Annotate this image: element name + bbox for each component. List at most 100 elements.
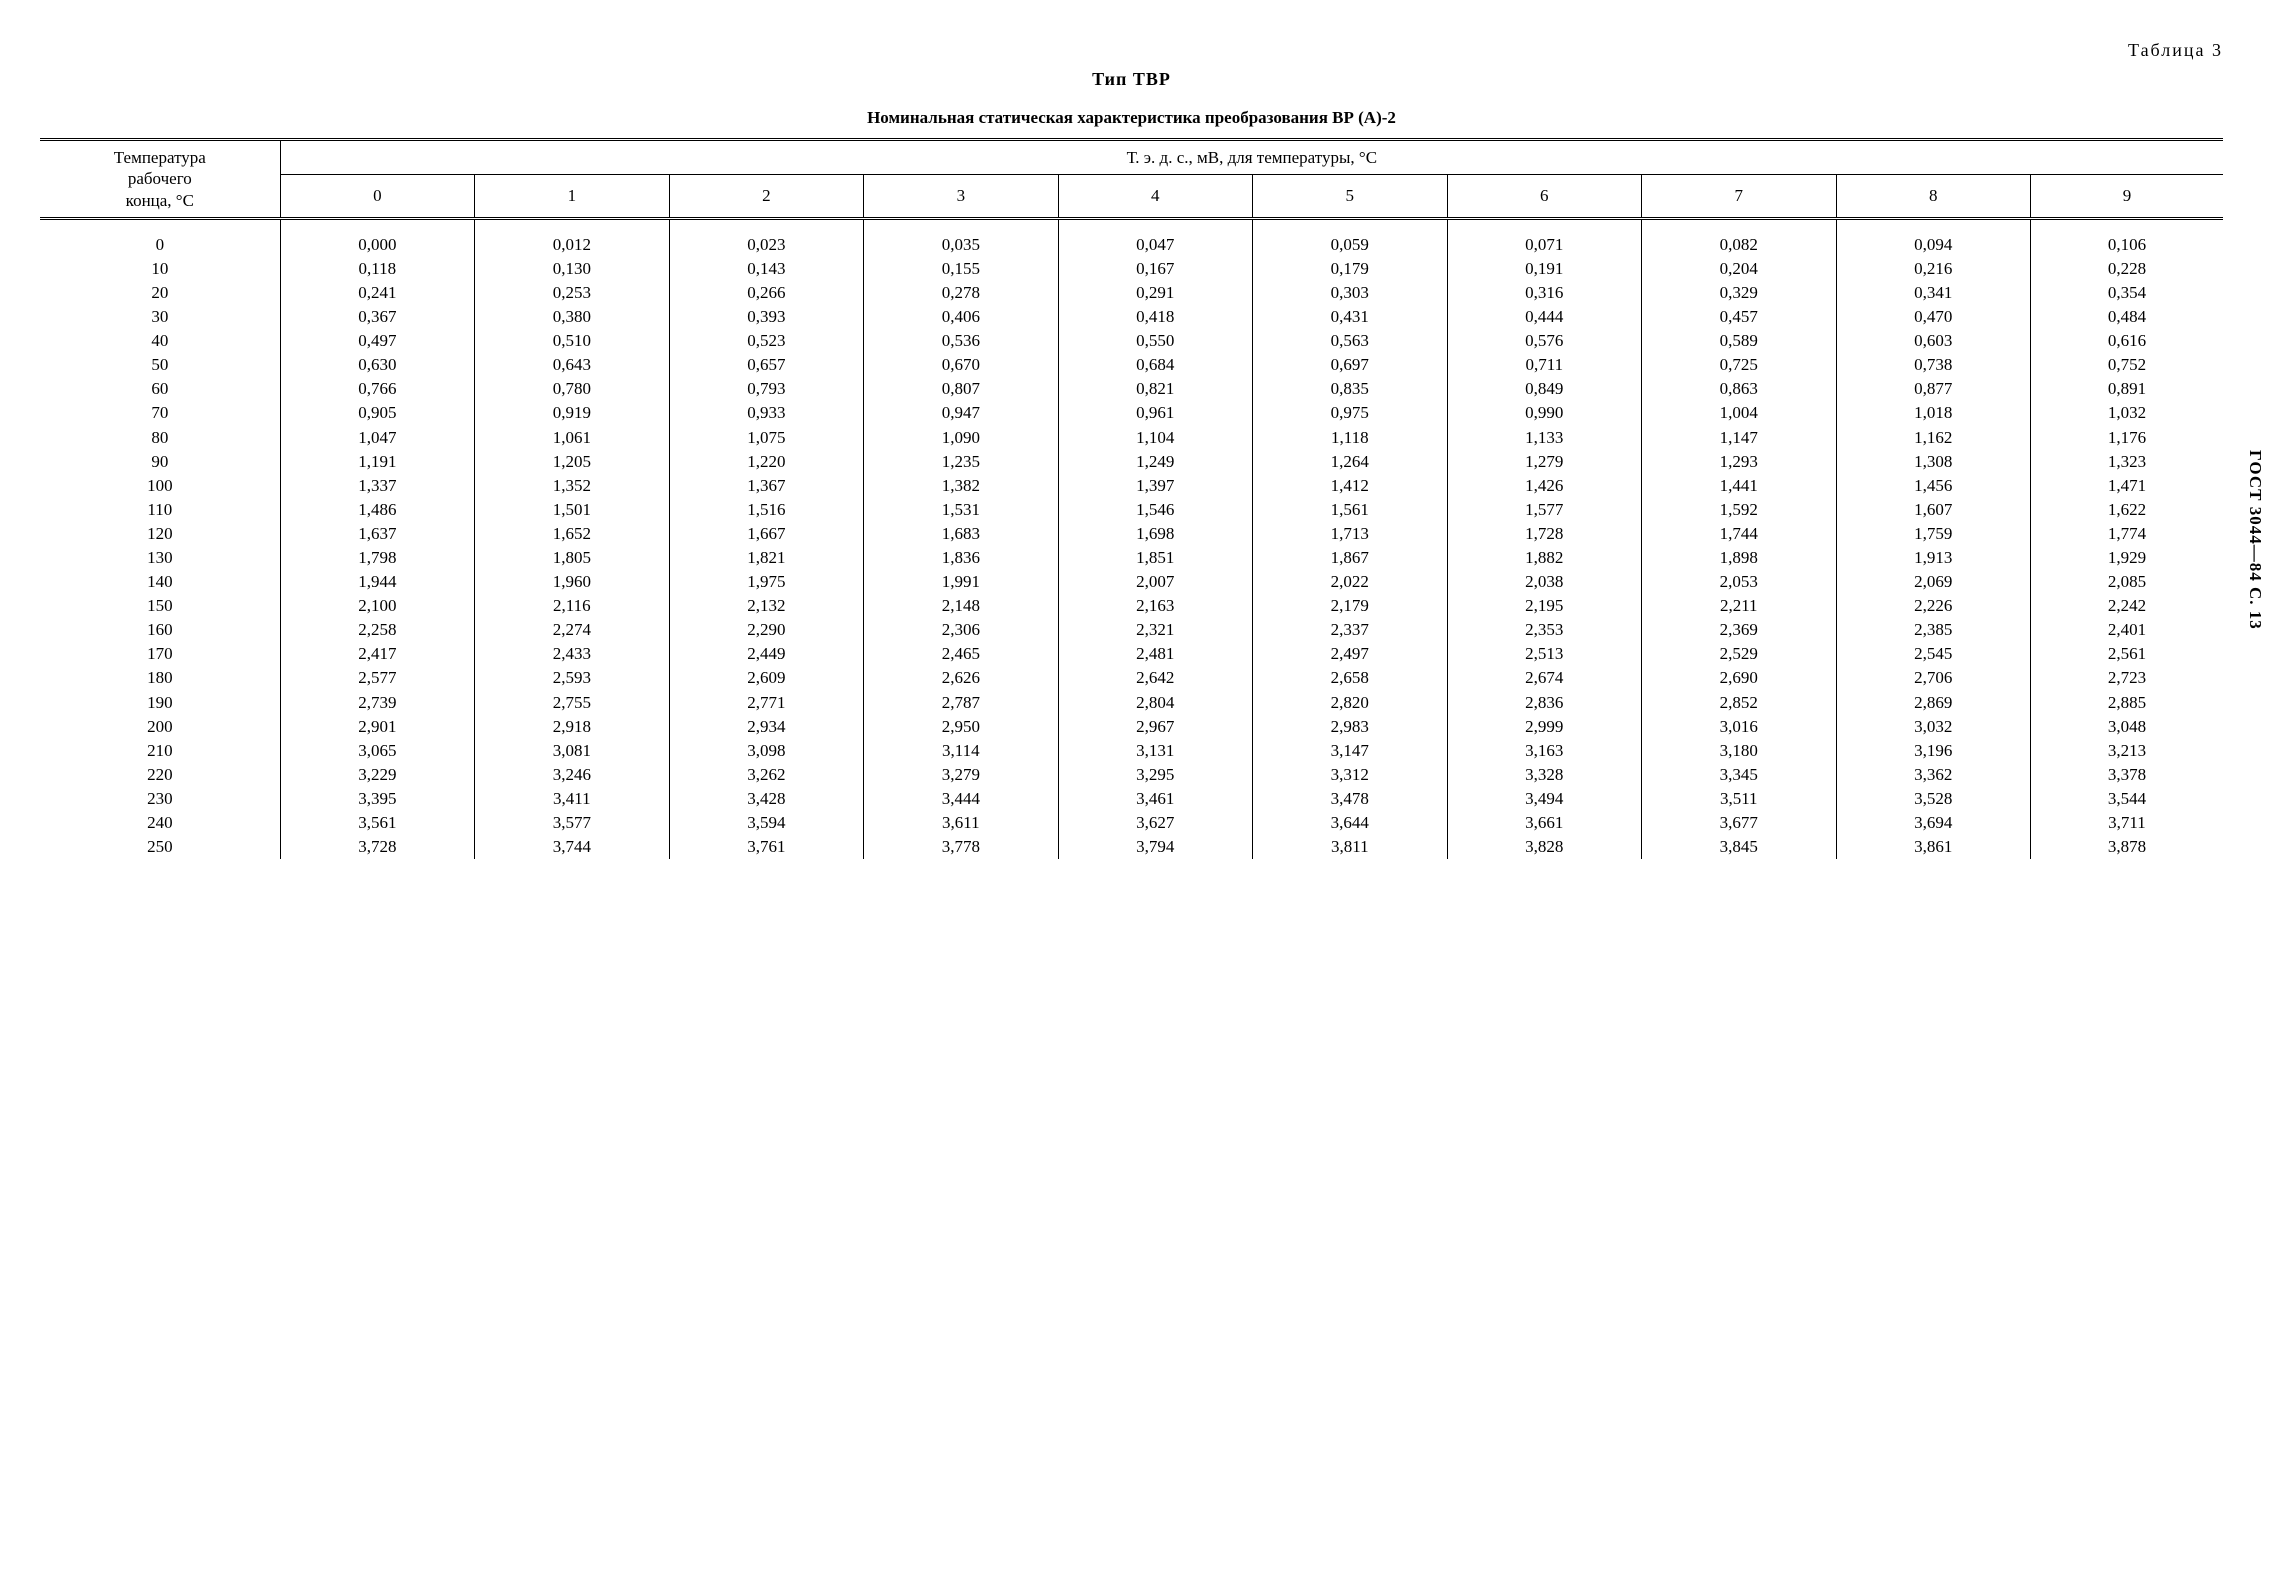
group-header: Т. э. д. с., мВ, для температуры, °С [280, 140, 2223, 175]
row-header-line3: конца, °С [126, 191, 194, 210]
table-row: 400,4970,5100,5230,5360,5500,5630,5760,5… [40, 329, 2223, 353]
table-row: 1001,3371,3521,3671,3821,3971,4121,4261,… [40, 474, 2223, 498]
table-row: 1602,2582,2742,2902,3062,3212,3372,3532,… [40, 618, 2223, 642]
col-header-1: 1 [475, 175, 669, 219]
value-cell: 1,516 [669, 498, 863, 522]
value-cell: 1,486 [280, 498, 474, 522]
table-row: 1401,9441,9601,9751,9912,0072,0222,0382,… [40, 570, 2223, 594]
value-cell: 2,401 [2030, 618, 2223, 642]
temp-cell: 230 [40, 787, 280, 811]
table-row: 1702,4172,4332,4492,4652,4812,4972,5132,… [40, 642, 2223, 666]
value-cell: 3,213 [2030, 739, 2223, 763]
value-cell: 0,990 [1447, 401, 1641, 425]
value-cell: 0,657 [669, 353, 863, 377]
value-cell: 2,385 [1836, 618, 2030, 642]
value-cell: 0,711 [1447, 353, 1641, 377]
value-cell: 0,961 [1058, 401, 1252, 425]
value-cell: 0,697 [1253, 353, 1447, 377]
value-cell: 1,004 [1642, 401, 1836, 425]
value-cell: 0,576 [1447, 329, 1641, 353]
value-cell: 0,863 [1642, 377, 1836, 401]
col-header-3: 3 [864, 175, 1058, 219]
value-cell: 2,038 [1447, 570, 1641, 594]
value-cell: 0,118 [280, 257, 474, 281]
value-cell: 3,362 [1836, 763, 2030, 787]
col-header-0: 0 [280, 175, 474, 219]
value-cell: 0,316 [1447, 281, 1641, 305]
value-cell: 2,804 [1058, 691, 1252, 715]
value-cell: 1,018 [1836, 401, 2030, 425]
value-cell: 2,739 [280, 691, 474, 715]
value-cell: 3,395 [280, 787, 474, 811]
value-cell: 2,211 [1642, 594, 1836, 618]
table-row: 600,7660,7800,7930,8070,8210,8350,8490,8… [40, 377, 2223, 401]
value-cell: 0,241 [280, 281, 474, 305]
value-cell: 2,497 [1253, 642, 1447, 666]
value-cell: 1,032 [2030, 401, 2223, 425]
value-cell: 3,594 [669, 811, 863, 835]
value-cell: 0,012 [475, 218, 669, 257]
value-cell: 2,433 [475, 642, 669, 666]
value-cell: 1,637 [280, 522, 474, 546]
value-cell: 1,191 [280, 450, 474, 474]
value-cell: 2,306 [864, 618, 1058, 642]
document-title: Тип ТВР [40, 69, 2223, 90]
value-cell: 0,793 [669, 377, 863, 401]
value-cell: 3,778 [864, 835, 1058, 859]
value-cell: 0,603 [1836, 329, 2030, 353]
value-cell: 0,849 [1447, 377, 1641, 401]
value-cell: 0,643 [475, 353, 669, 377]
value-cell: 0,047 [1058, 218, 1252, 257]
value-cell: 0,035 [864, 218, 1058, 257]
value-cell: 2,337 [1253, 618, 1447, 642]
value-cell: 1,441 [1642, 474, 1836, 498]
value-cell: 1,774 [2030, 522, 2223, 546]
value-cell: 2,163 [1058, 594, 1252, 618]
value-cell: 1,293 [1642, 450, 1836, 474]
value-cell: 1,061 [475, 426, 669, 450]
value-cell: 3,428 [669, 787, 863, 811]
value-cell: 0,630 [280, 353, 474, 377]
value-cell: 3,163 [1447, 739, 1641, 763]
value-cell: 3,761 [669, 835, 863, 859]
value-cell: 3,081 [475, 739, 669, 763]
value-cell: 1,147 [1642, 426, 1836, 450]
table-row: 1502,1002,1162,1322,1482,1632,1792,1952,… [40, 594, 2223, 618]
value-cell: 0,094 [1836, 218, 2030, 257]
value-cell: 1,882 [1447, 546, 1641, 570]
col-header-7: 7 [1642, 175, 1836, 219]
value-cell: 2,771 [669, 691, 863, 715]
temp-cell: 30 [40, 305, 280, 329]
value-cell: 2,561 [2030, 642, 2223, 666]
value-cell: 1,546 [1058, 498, 1252, 522]
value-cell: 1,501 [475, 498, 669, 522]
value-cell: 3,511 [1642, 787, 1836, 811]
table-body: 00,0000,0120,0230,0350,0470,0590,0710,08… [40, 218, 2223, 859]
value-cell: 1,337 [280, 474, 474, 498]
value-cell: 2,901 [280, 715, 474, 739]
value-cell: 2,053 [1642, 570, 1836, 594]
value-cell: 1,683 [864, 522, 1058, 546]
value-cell: 2,449 [669, 642, 863, 666]
value-cell: 3,577 [475, 811, 669, 835]
value-cell: 3,229 [280, 763, 474, 787]
value-cell: 1,744 [1642, 522, 1836, 546]
value-cell: 3,528 [1836, 787, 2030, 811]
value-cell: 1,728 [1447, 522, 1641, 546]
temp-cell: 250 [40, 835, 280, 859]
value-cell: 0,228 [2030, 257, 2223, 281]
value-cell: 0,523 [669, 329, 863, 353]
value-cell: 2,885 [2030, 691, 2223, 715]
value-cell: 0,291 [1058, 281, 1252, 305]
table-row: 901,1911,2051,2201,2351,2491,2641,2791,2… [40, 450, 2223, 474]
value-cell: 1,220 [669, 450, 863, 474]
value-cell: 3,711 [2030, 811, 2223, 835]
value-cell: 2,852 [1642, 691, 1836, 715]
value-cell: 0,191 [1447, 257, 1641, 281]
value-cell: 2,321 [1058, 618, 1252, 642]
value-cell: 0,919 [475, 401, 669, 425]
value-cell: 0,130 [475, 257, 669, 281]
value-cell: 0,933 [669, 401, 863, 425]
value-cell: 2,353 [1447, 618, 1641, 642]
value-cell: 0,341 [1836, 281, 2030, 305]
